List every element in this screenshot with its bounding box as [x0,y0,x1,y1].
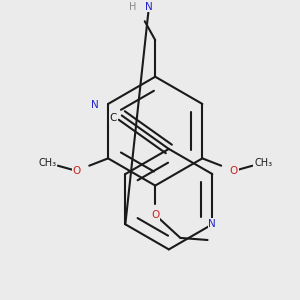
Text: N: N [91,100,98,110]
Text: C: C [110,112,117,122]
Text: H: H [129,2,136,12]
Text: CH₃: CH₃ [254,158,272,168]
Text: O: O [151,210,159,220]
Text: O: O [230,166,238,176]
Text: N: N [145,2,153,12]
Text: CH₃: CH₃ [38,158,56,168]
Text: N: N [208,219,216,229]
Text: O: O [73,166,81,176]
